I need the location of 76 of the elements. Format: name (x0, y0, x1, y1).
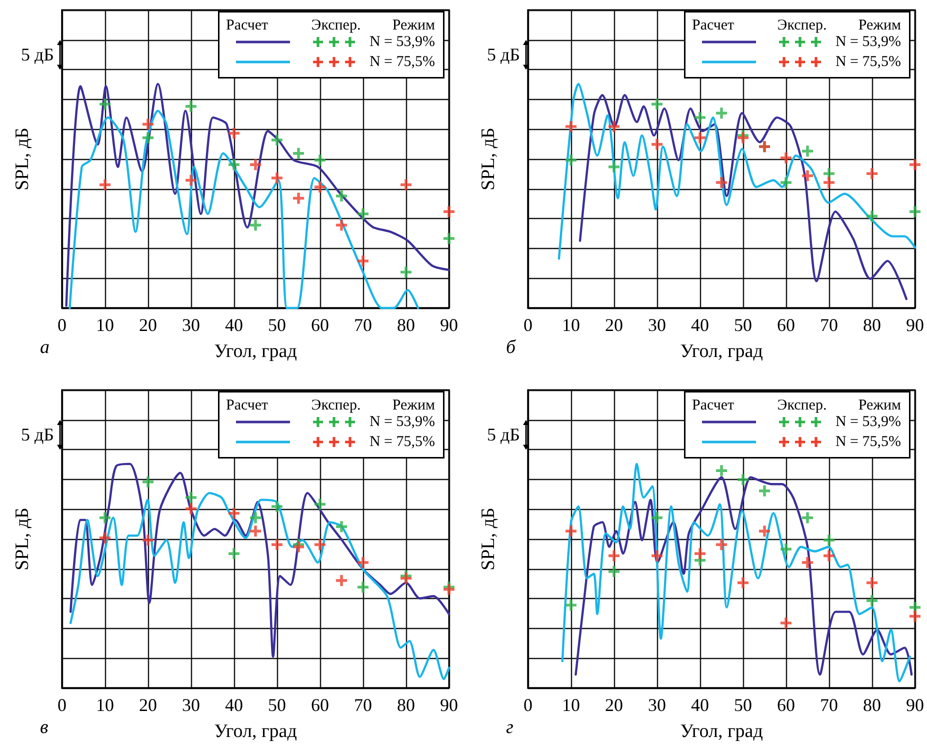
text: Экспер. (777, 18, 827, 34)
x-tick-label: 0 (58, 315, 66, 335)
x-tick-label: 0 (524, 315, 532, 335)
x-tick-label: 10 (562, 315, 580, 335)
x-tick-label: 40 (691, 315, 709, 335)
x-tick-label: 90 (440, 315, 458, 335)
text: Режим (858, 18, 902, 34)
x-tick-label: 50 (734, 315, 752, 335)
legend-label: N = 53,9% (835, 34, 901, 50)
x-tick-label: 60 (311, 695, 329, 715)
y-axis-title: SPL, дБ (478, 128, 499, 190)
x-tick-label: 60 (777, 695, 795, 715)
x-axis-title: Угол, град (680, 341, 764, 362)
legend-label: N = 53,9% (369, 414, 435, 430)
text: Режим (858, 398, 902, 414)
x-axis-title: Угол, град (680, 721, 764, 742)
x-tick-label: 80 (863, 315, 881, 335)
x-tick-label: 70 (820, 315, 838, 335)
y-axis-title: SPL, дБ (478, 508, 499, 570)
x-tick-label: 80 (397, 315, 415, 335)
legend-label: N = 53,9% (835, 414, 901, 430)
legend-label: N = 75,5% (369, 434, 435, 450)
x-tick-label: 60 (311, 315, 329, 335)
x-tick-label: 70 (354, 695, 372, 715)
x-tick-label: 80 (397, 695, 415, 715)
text: Экспер. (311, 18, 361, 34)
text: Режим (392, 18, 436, 34)
x-axis-title: Угол, град (214, 341, 298, 362)
text: 5 дБ (21, 44, 54, 65)
x-tick-label: 10 (96, 315, 114, 335)
x-tick-label: 20 (605, 315, 623, 335)
x-tick-label: 20 (139, 315, 157, 335)
x-tick-label: 90 (440, 695, 458, 715)
text: г (506, 717, 514, 738)
x-tick-label: 50 (268, 695, 286, 715)
text: 5 дБ (487, 44, 520, 65)
text: 5 дБ (487, 424, 520, 445)
x-tick-label: 10 (96, 695, 114, 715)
x-tick-label: 70 (820, 695, 838, 715)
x-tick-label: 90 (906, 315, 924, 335)
x-tick-label: 90 (906, 695, 924, 715)
text: Режим (392, 398, 436, 414)
x-tick-label: 40 (691, 695, 709, 715)
x-tick-label: 30 (648, 315, 666, 335)
text: 5 дБ (21, 424, 54, 445)
x-tick-label: 30 (648, 695, 666, 715)
text: Расчет (692, 398, 735, 414)
text: Расчет (226, 18, 269, 34)
text: а (40, 337, 50, 358)
legend-label: N = 75,5% (835, 434, 901, 450)
y-axis-title: SPL, дБ (12, 128, 33, 190)
text: в (40, 717, 48, 738)
x-tick-label: 70 (354, 315, 372, 335)
text: Расчет (692, 18, 735, 34)
x-tick-label: 50 (734, 695, 752, 715)
x-tick-label: 20 (605, 695, 623, 715)
x-tick-label: 30 (182, 695, 200, 715)
x-tick-label: 0 (524, 695, 532, 715)
text: Экспер. (311, 398, 361, 414)
x-tick-label: 40 (225, 315, 243, 335)
text: Экспер. (777, 398, 827, 414)
x-tick-label: 20 (139, 695, 157, 715)
x-tick-label: 30 (182, 315, 200, 335)
y-axis-title: SPL, дБ (12, 508, 33, 570)
x-tick-label: 0 (58, 695, 66, 715)
legend-label: N = 53,9% (369, 34, 435, 50)
x-tick-label: 60 (777, 315, 795, 335)
x-tick-label: 10 (562, 695, 580, 715)
legend-label: N = 75,5% (835, 54, 901, 70)
x-axis-title: Угол, град (214, 721, 298, 742)
x-tick-label: 80 (863, 695, 881, 715)
text: Расчет (226, 398, 269, 414)
text: б (506, 337, 517, 358)
legend-label: N = 75,5% (369, 54, 435, 70)
x-tick-label: 40 (225, 695, 243, 715)
x-tick-label: 50 (268, 315, 286, 335)
